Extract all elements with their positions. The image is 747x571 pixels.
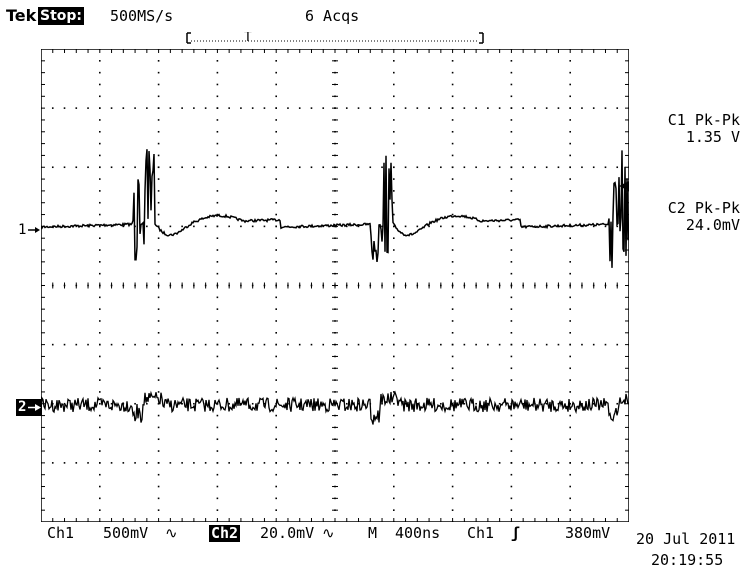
arrow-right-icon [28, 404, 41, 411]
status-bar: Ch1 500mV ∿ Ch2 20.0mV ∿ M 400ns Ch1 ʃ 3… [41, 522, 629, 544]
arrow-right-icon [28, 227, 40, 233]
ch2-label: Ch2 [209, 524, 241, 542]
channel-2-ground-marker: 2 [16, 399, 42, 416]
ch1-label: Ch1 [47, 524, 75, 542]
capture-time: 20:19:55 [651, 551, 724, 569]
ch2-coupling-icon: ∿ [322, 524, 335, 542]
measurement-value: 1.35 V [685, 128, 740, 146]
channel-2-trace [41, 390, 629, 425]
channel-1-ground-marker: 1 [18, 222, 40, 238]
trigger-position-indicator: T [186, 32, 484, 44]
trigger-source: Ch1 [467, 524, 495, 542]
brand-label: Tek [6, 6, 37, 25]
measurement-c1-pk-pk: C1 Pk-Pk 1.35 V [648, 112, 740, 146]
trigger-level: 380mV [565, 524, 611, 542]
measurement-c2-pk-pk: C2 Pk-Pk 24.0mV [648, 200, 740, 234]
ch2-scale: 20.0mV [260, 524, 315, 542]
timebase-label: M [368, 524, 378, 542]
measurement-label: C2 Pk-Pk [667, 199, 740, 217]
trigger-marker-label: T [244, 32, 252, 44]
trigger-slope-icon: ʃ [511, 524, 521, 542]
channel-1-trace [41, 149, 629, 268]
acquisition-count: 6 Acqs [305, 7, 360, 25]
sample-rate: 500MS/s [110, 7, 174, 25]
channel-2-marker-label: 2 [18, 399, 27, 415]
channel-1-marker-label: 1 [18, 222, 27, 238]
ch1-coupling-icon: ∿ [165, 524, 178, 542]
graticule [41, 49, 629, 522]
acquisition-state-badge: Stop: [38, 7, 85, 25]
trigger-level-arrow-icon [619, 181, 629, 191]
ch1-scale: 500mV [103, 524, 149, 542]
waveform-display [41, 49, 629, 522]
measurement-label: C1 Pk-Pk [667, 111, 740, 129]
measurement-value: 24.0mV [685, 216, 740, 234]
timebase-value: 400ns [395, 524, 441, 542]
capture-date: 20 Jul 2011 [636, 530, 736, 548]
